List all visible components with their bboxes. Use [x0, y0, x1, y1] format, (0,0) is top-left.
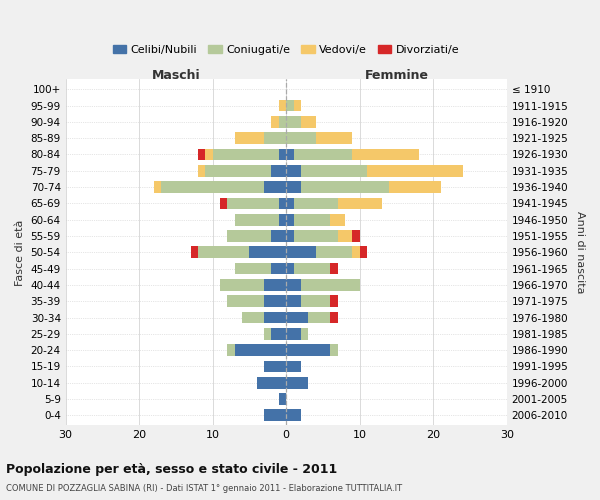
Bar — [331, 296, 338, 307]
Bar — [338, 198, 382, 209]
Bar — [271, 165, 286, 176]
Bar — [279, 100, 286, 112]
Bar — [286, 181, 301, 193]
Bar — [286, 344, 331, 356]
Bar — [360, 246, 367, 258]
Bar — [301, 296, 331, 307]
Bar — [286, 246, 316, 258]
Bar — [301, 165, 367, 176]
Bar — [286, 263, 293, 274]
Text: Maschi: Maschi — [152, 69, 200, 82]
Bar — [235, 132, 264, 144]
Bar — [293, 230, 338, 242]
Bar — [264, 296, 286, 307]
Bar — [286, 100, 293, 112]
Bar — [308, 312, 331, 324]
Bar — [198, 246, 250, 258]
Bar — [338, 230, 352, 242]
Bar — [286, 198, 293, 209]
Bar — [279, 393, 286, 405]
Bar — [286, 230, 293, 242]
Bar — [301, 328, 308, 340]
Bar — [205, 165, 271, 176]
Bar — [316, 246, 352, 258]
Bar — [227, 230, 271, 242]
Text: Femmine: Femmine — [364, 69, 428, 82]
Bar — [286, 296, 301, 307]
Bar — [293, 198, 338, 209]
Text: COMUNE DI POZZAGLIA SABINA (RI) - Dati ISTAT 1° gennaio 2011 - Elaborazione TUTT: COMUNE DI POZZAGLIA SABINA (RI) - Dati I… — [6, 484, 402, 493]
Bar — [286, 360, 301, 372]
Bar — [293, 148, 352, 160]
Bar — [205, 148, 212, 160]
Bar — [220, 198, 227, 209]
Bar — [212, 148, 279, 160]
Bar — [389, 181, 440, 193]
Bar — [367, 165, 463, 176]
Bar — [331, 312, 338, 324]
Bar — [286, 116, 301, 128]
Bar — [352, 230, 360, 242]
Bar — [264, 312, 286, 324]
Bar — [316, 132, 352, 144]
Bar — [286, 410, 301, 421]
Bar — [264, 279, 286, 291]
Bar — [279, 198, 286, 209]
Bar — [235, 214, 279, 226]
Bar — [352, 246, 360, 258]
Y-axis label: Fasce di età: Fasce di età — [15, 219, 25, 286]
Bar — [257, 377, 286, 388]
Bar — [198, 165, 205, 176]
Bar — [286, 377, 308, 388]
Y-axis label: Anni di nascita: Anni di nascita — [575, 211, 585, 294]
Bar — [264, 410, 286, 421]
Bar — [161, 181, 264, 193]
Bar — [227, 198, 279, 209]
Bar — [279, 116, 286, 128]
Bar — [286, 328, 301, 340]
Bar — [271, 230, 286, 242]
Bar — [264, 360, 286, 372]
Bar — [286, 214, 293, 226]
Bar — [301, 279, 360, 291]
Legend: Celibi/Nubili, Coniugati/e, Vedovi/e, Divorziati/e: Celibi/Nubili, Coniugati/e, Vedovi/e, Di… — [109, 40, 464, 59]
Bar — [293, 263, 331, 274]
Bar — [154, 181, 161, 193]
Bar — [271, 116, 279, 128]
Bar — [191, 246, 198, 258]
Bar — [235, 344, 286, 356]
Bar — [286, 132, 316, 144]
Bar — [286, 312, 308, 324]
Bar — [279, 148, 286, 160]
Bar — [279, 214, 286, 226]
Bar — [331, 344, 338, 356]
Bar — [301, 181, 389, 193]
Bar — [286, 165, 301, 176]
Bar — [227, 344, 235, 356]
Text: Popolazione per età, sesso e stato civile - 2011: Popolazione per età, sesso e stato civil… — [6, 462, 337, 475]
Bar — [301, 116, 316, 128]
Bar — [286, 148, 293, 160]
Bar — [352, 148, 419, 160]
Bar — [271, 263, 286, 274]
Bar — [264, 181, 286, 193]
Bar — [227, 296, 264, 307]
Bar — [331, 263, 338, 274]
Bar — [242, 312, 264, 324]
Bar — [198, 148, 205, 160]
Bar — [293, 214, 331, 226]
Bar — [293, 100, 301, 112]
Bar — [250, 246, 286, 258]
Bar — [264, 328, 271, 340]
Bar — [235, 263, 271, 274]
Bar — [286, 279, 301, 291]
Bar — [264, 132, 286, 144]
Bar — [220, 279, 264, 291]
Bar — [331, 214, 345, 226]
Bar — [271, 328, 286, 340]
